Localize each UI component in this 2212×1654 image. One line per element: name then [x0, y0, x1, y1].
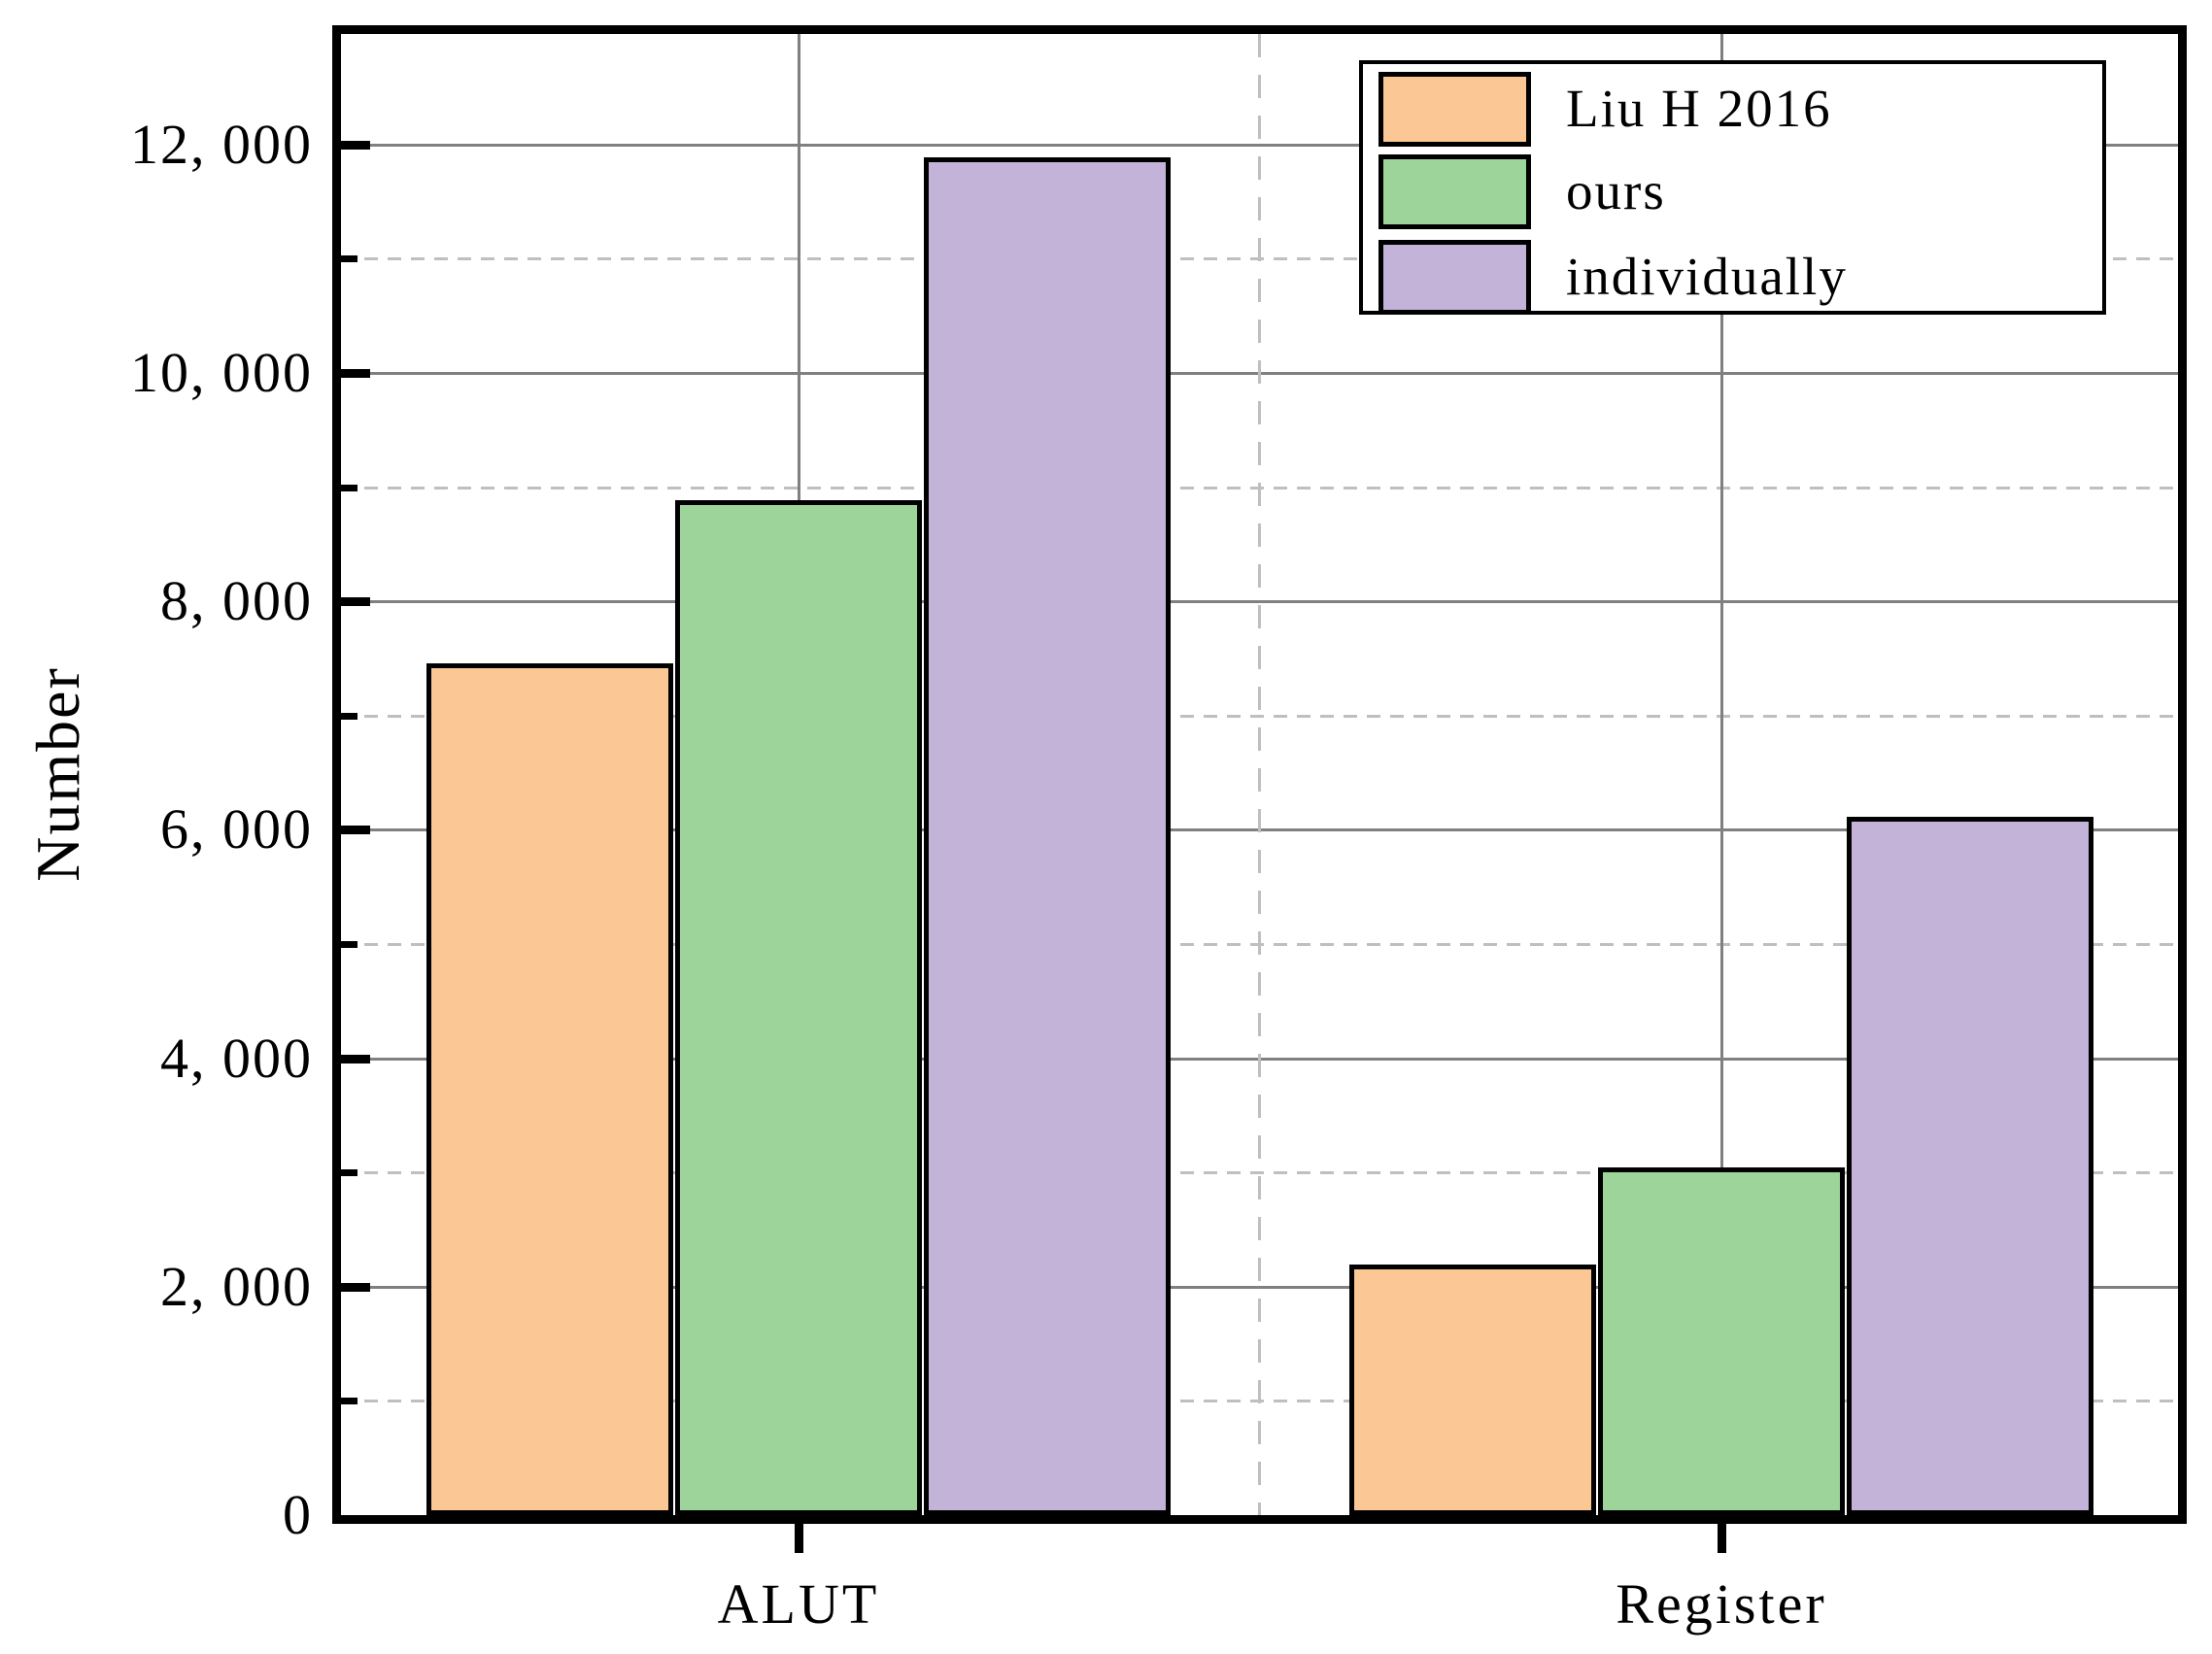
y-axis-major-tick [341, 369, 370, 378]
gridline-vertical-category-boundary [1258, 34, 1261, 1515]
y-axis-major-tick [341, 826, 370, 835]
y-axis-major-tick [341, 1282, 370, 1292]
y-axis-minor-tick [341, 255, 357, 263]
y-axis-minor-tick [341, 1398, 357, 1405]
y-tick-label: 4, 000 [160, 1026, 313, 1090]
plot-inner [341, 34, 2178, 1515]
y-tick-label: 6, 000 [160, 797, 313, 861]
bar-ours-register [1598, 1167, 1845, 1515]
bar-liu-h-2016-register [1349, 1265, 1596, 1515]
y-axis-minor-tick [341, 941, 357, 948]
y-axis-title: Number [23, 666, 92, 882]
y-axis-major-tick [341, 140, 370, 150]
x-category-label: Register [1616, 1572, 1827, 1636]
bar-individually-register [1847, 817, 2093, 1515]
y-tick-label: 10, 000 [130, 341, 313, 404]
x-axis-tick [795, 1524, 803, 1553]
y-tick-label: 12, 000 [130, 112, 313, 176]
legend-label: individually [1566, 247, 1848, 306]
y-tick-label: 0 [283, 1483, 313, 1546]
y-tick-label: 8, 000 [160, 569, 313, 633]
y-axis-major-tick [341, 1054, 370, 1063]
y-axis-minor-tick [341, 712, 357, 720]
x-category-label: ALUT [717, 1572, 880, 1636]
legend-label: Liu H 2016 [1566, 79, 1832, 138]
y-axis-minor-tick [341, 484, 357, 491]
bar-liu-h-2016-alut [426, 663, 673, 1515]
x-axis-tick [1718, 1524, 1726, 1553]
legend-swatch-liu-h-2016 [1378, 72, 1531, 147]
legend-swatch-ours [1378, 154, 1531, 229]
legend-box: Liu H 2016 ours individually [1359, 60, 2106, 315]
bar-individually-alut [924, 157, 1171, 1515]
gridline-vertical-group-center [1720, 34, 1723, 1515]
bar-ours-alut [675, 500, 922, 1515]
legend-swatch-individually [1378, 240, 1531, 315]
legend-label: ours [1566, 161, 1666, 220]
y-tick-label: 2, 000 [160, 1254, 313, 1318]
y-axis-minor-tick [341, 1169, 357, 1177]
y-axis-major-tick [341, 597, 370, 607]
